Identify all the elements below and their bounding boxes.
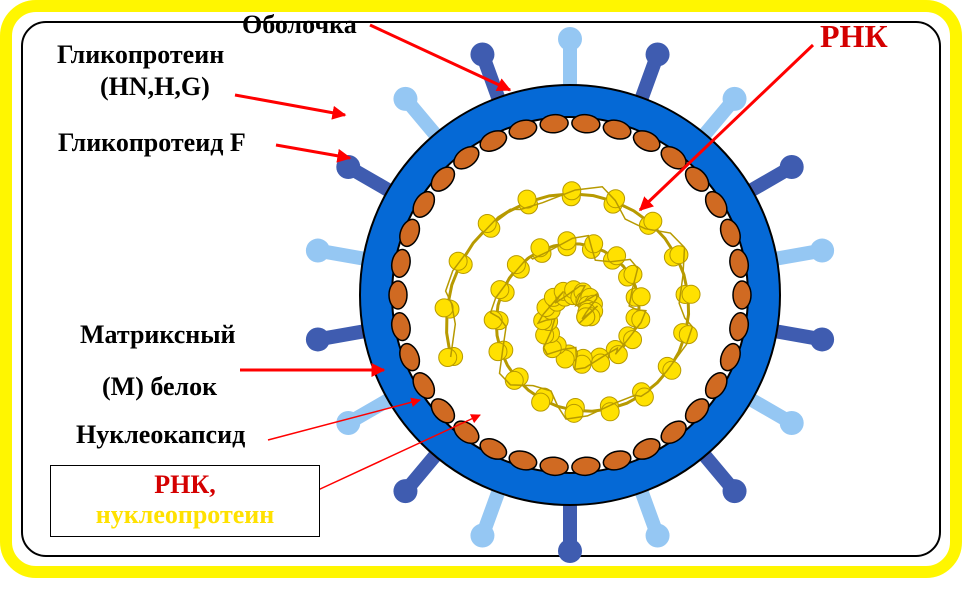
spike-head (646, 524, 670, 548)
rna-bead (607, 190, 625, 208)
rna-bead (505, 371, 523, 389)
rna-bead (609, 346, 627, 364)
rna-bead (565, 404, 583, 422)
spike-head (306, 327, 330, 351)
rna-bead (489, 343, 507, 361)
rna-bead (682, 285, 700, 303)
rna-bead (644, 212, 662, 230)
matrix-bead (733, 281, 751, 309)
rna-bead (635, 388, 653, 406)
rnk-nucleoprotein-box: РНК, нуклеопротеин (50, 465, 320, 537)
label-envelope: Оболочка (242, 10, 357, 40)
spike-head (723, 479, 747, 503)
spike-head (646, 42, 670, 66)
rna-bead (532, 393, 550, 411)
arrow-glyco1 (235, 95, 345, 115)
arrow-glycoF (276, 145, 350, 158)
spike-head (558, 27, 582, 51)
box-line2: нуклеопротеин (51, 500, 319, 530)
rna-bead (478, 215, 496, 233)
label-glyco-line2: (HN,H,G) (100, 72, 210, 102)
rna-bead (670, 246, 688, 264)
rna-bead (632, 288, 650, 306)
label-rnk: РНК (820, 18, 888, 55)
label-nucleocapsid: Нуклеокапсид (76, 420, 245, 450)
label-glyco-line1: Гликопротеин (57, 40, 224, 70)
rna-bead (632, 311, 650, 329)
label-matrix-line1: Матриксный (80, 320, 236, 350)
label-matrix-line2: (М) белок (102, 372, 217, 402)
rna-bead (531, 239, 549, 257)
spike-head (558, 539, 582, 563)
spike-head (470, 42, 494, 66)
spike-head (393, 87, 417, 111)
spike-head (723, 87, 747, 111)
label-glycoF: Гликопротеид F (58, 128, 246, 158)
rna-bead (624, 265, 642, 283)
spike-head (810, 239, 834, 263)
spike-head (306, 239, 330, 263)
spike-head (393, 479, 417, 503)
rna-bead (592, 354, 610, 372)
spike-head (470, 524, 494, 548)
rna-bead (585, 235, 603, 253)
rna-bead (439, 349, 457, 367)
spike-head (780, 155, 804, 179)
box-line1: РНК, (51, 470, 319, 500)
spike-head (810, 327, 834, 351)
spike-head (780, 411, 804, 435)
matrix-bead (389, 281, 407, 309)
spike-head (336, 411, 360, 435)
